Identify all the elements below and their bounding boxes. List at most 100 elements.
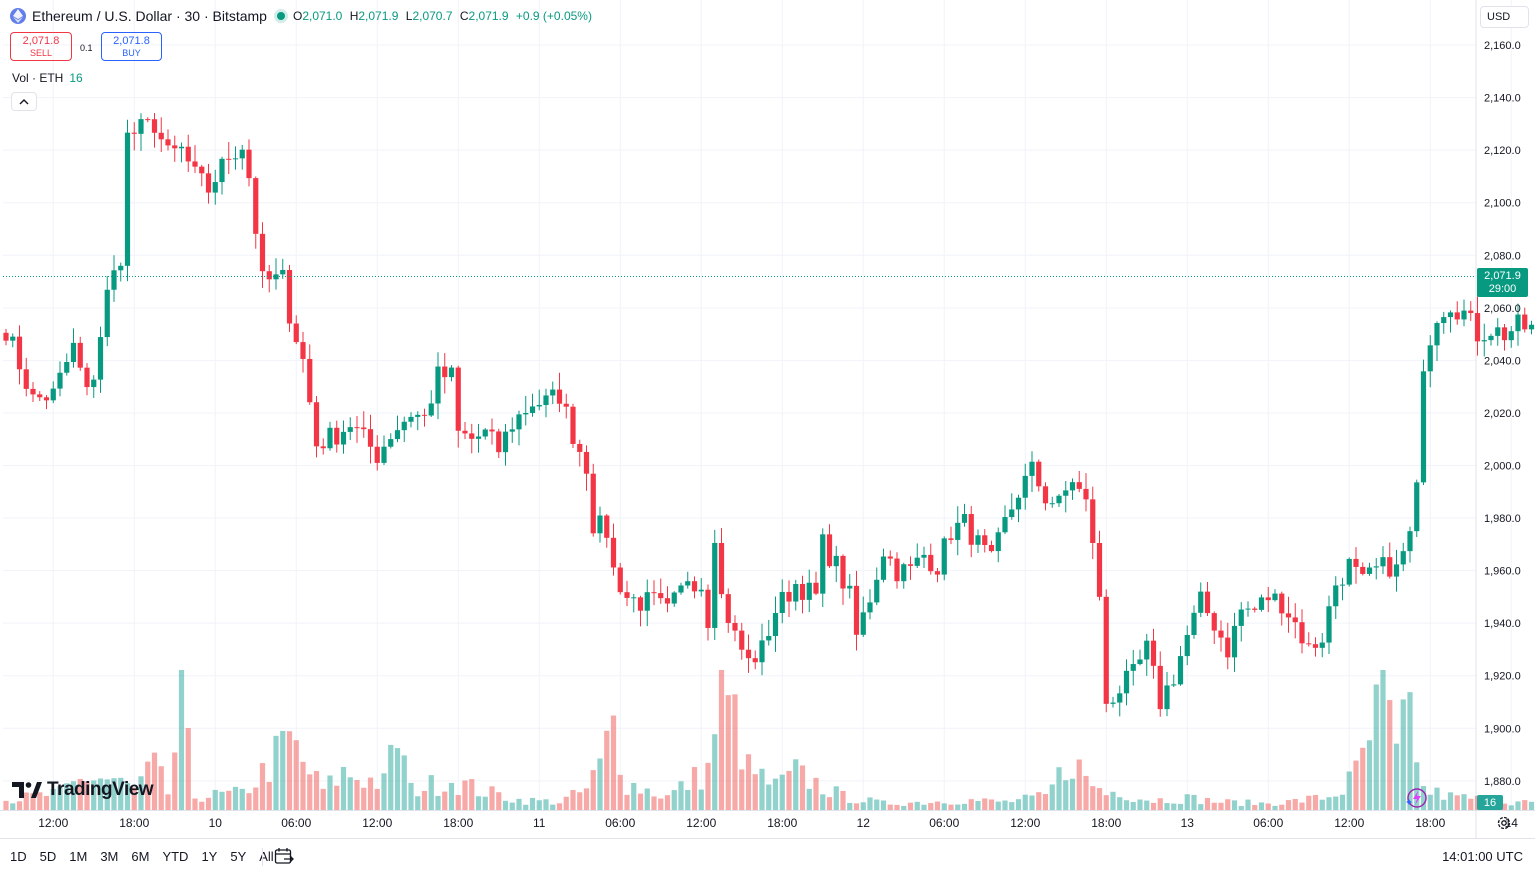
- volume-bar: [10, 803, 16, 810]
- volume-bar: [293, 740, 299, 810]
- volume-bar: [563, 796, 569, 810]
- volume-bar: [1144, 800, 1150, 810]
- settings-icon[interactable]: [1496, 815, 1512, 836]
- candle-body: [874, 579, 880, 603]
- candle: [1150, 628, 1157, 679]
- candle-body: [138, 119, 144, 134]
- candle-body: [583, 451, 590, 474]
- volume-bar: [1069, 778, 1076, 810]
- candle: [64, 353, 70, 376]
- candle-body: [1029, 461, 1035, 476]
- volume-bar: [678, 781, 684, 810]
- buy-button[interactable]: 2,071.8 BUY: [101, 32, 162, 61]
- candle: [1481, 323, 1487, 357]
- volume-bar: [718, 670, 725, 810]
- candle: [1360, 562, 1366, 576]
- sell-button[interactable]: 2,071.8 SELL: [10, 32, 72, 61]
- candle-body: [1441, 317, 1447, 324]
- volume-bar: [529, 797, 536, 810]
- candle-body: [1461, 310, 1467, 320]
- volume-bar: [1501, 803, 1508, 810]
- candle: [1407, 526, 1413, 563]
- collapse-legend-button[interactable]: [11, 92, 37, 111]
- candle: [975, 529, 981, 553]
- volume-bar: [23, 792, 29, 810]
- candle-body: [131, 132, 137, 134]
- candle-body: [1191, 612, 1197, 635]
- candle: [1225, 622, 1231, 670]
- candle: [1096, 530, 1103, 601]
- candle: [1353, 547, 1359, 584]
- candle-body: [550, 389, 556, 396]
- time-axis-label: 18:00: [1415, 816, 1445, 830]
- volume-bar: [907, 802, 914, 810]
- candle: [104, 276, 110, 347]
- candle: [469, 423, 475, 454]
- candle: [745, 634, 752, 673]
- candle-body: [286, 269, 293, 324]
- candle: [678, 582, 684, 595]
- candle: [1285, 596, 1292, 633]
- candle-body: [523, 412, 529, 415]
- volume-bar: [361, 787, 367, 810]
- volume-bar: [489, 786, 495, 810]
- candle: [712, 529, 718, 641]
- candle: [1434, 321, 1440, 361]
- candle: [381, 435, 387, 466]
- candle-body: [1076, 482, 1082, 489]
- price-chart[interactable]: 1,880.0 1,900.0 1,920.0 1,940.0 1,960.0 1,980…: [0, 0, 1535, 838]
- volume-bar: [826, 797, 833, 810]
- volume-bar: [1306, 795, 1312, 810]
- symbol-title[interactable]: Ethereum / U.S. Dollar · 30 · Bitstamp: [32, 8, 267, 24]
- bar-countdown: 29:00: [1488, 282, 1517, 295]
- candle: [3, 328, 9, 346]
- volume-bar: [860, 802, 866, 810]
- volume-bar: [111, 778, 117, 810]
- candle: [1319, 632, 1325, 658]
- currency-selector[interactable]: USD: [1480, 6, 1529, 28]
- candle: [97, 326, 104, 393]
- volume-price-label: 16: [1477, 795, 1503, 810]
- candle: [1090, 486, 1096, 560]
- close-value: 2,071.9: [468, 9, 509, 23]
- range-3m[interactable]: 3M: [100, 849, 119, 864]
- candle: [340, 420, 347, 454]
- candle: [354, 416, 360, 443]
- candle: [334, 420, 340, 453]
- candle-body: [1164, 685, 1170, 710]
- range-5y[interactable]: 5Y: [230, 849, 247, 864]
- volume-value: 16: [69, 71, 83, 85]
- range-1y[interactable]: 1Y: [201, 849, 218, 864]
- candle: [442, 353, 448, 394]
- range-5d[interactable]: 5D: [39, 849, 57, 864]
- volume-bar: [253, 787, 259, 810]
- candle: [178, 142, 185, 163]
- candle-body: [604, 515, 610, 538]
- candle: [907, 556, 914, 580]
- tradingview-logo-icon: [12, 782, 42, 798]
- volume-bar: [232, 786, 239, 810]
- candle-body: [590, 473, 596, 534]
- volume-bar: [50, 788, 56, 810]
- range-ytd[interactable]: YTD: [162, 849, 189, 864]
- flash-icon[interactable]: [1404, 788, 1428, 815]
- volume-bar: [1285, 800, 1292, 810]
- candle: [691, 576, 698, 599]
- volume-bar: [97, 778, 104, 810]
- volume-bar: [1353, 760, 1359, 810]
- candle: [1002, 505, 1008, 535]
- calendar-goto-icon[interactable]: [274, 847, 294, 870]
- tradingview-logo[interactable]: TradingView: [12, 779, 154, 801]
- range-1d[interactable]: 1D: [10, 849, 27, 864]
- candle: [1515, 303, 1521, 346]
- candle-body: [111, 270, 117, 290]
- volume-bar: [1454, 795, 1460, 810]
- range-6m[interactable]: 6M: [131, 849, 150, 864]
- candle: [1218, 620, 1224, 652]
- candle-body: [212, 182, 218, 193]
- time-axis-label: 12:00: [1010, 816, 1040, 830]
- candle: [820, 528, 826, 607]
- high-value: 2,071.9: [358, 9, 399, 23]
- utc-clock[interactable]: 14:01:00 UTC: [1442, 849, 1523, 864]
- range-1m[interactable]: 1M: [69, 849, 88, 864]
